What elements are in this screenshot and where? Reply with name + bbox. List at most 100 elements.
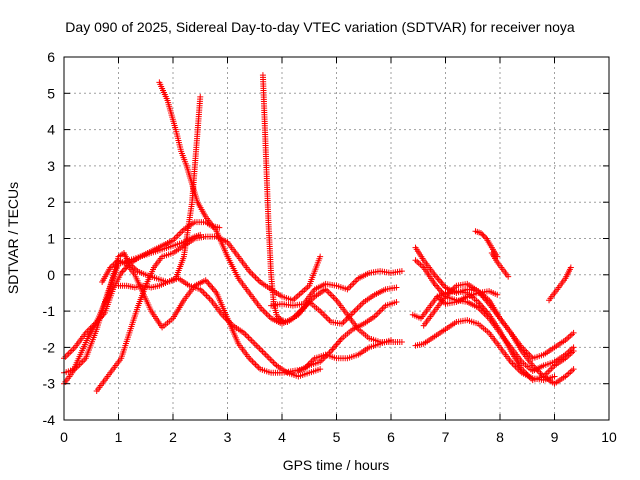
- data-point: [247, 269, 254, 276]
- y-tick-label: 0: [47, 267, 55, 283]
- x-tick-label: 1: [115, 429, 123, 445]
- data-point: [256, 345, 263, 352]
- data-point: [257, 346, 264, 353]
- data-point: [120, 266, 127, 273]
- series-arc-10: [273, 284, 400, 327]
- data-point: [359, 300, 366, 307]
- data-point: [247, 356, 254, 363]
- data-point: [247, 336, 254, 343]
- data-point: [324, 315, 331, 322]
- series-arc-05: [156, 79, 405, 345]
- data-point: [328, 348, 335, 355]
- x-axis-label: GPS time / hours: [283, 457, 390, 473]
- data-point: [267, 356, 274, 363]
- series-arc-19: [488, 250, 512, 280]
- data-point: [270, 359, 277, 366]
- data-point: [439, 281, 446, 288]
- data-point: [328, 292, 335, 299]
- data-point: [393, 299, 400, 306]
- data-point: [545, 368, 552, 375]
- data-point: [350, 280, 357, 287]
- data-point: [352, 278, 359, 285]
- data-point: [173, 234, 180, 241]
- data-point: [271, 360, 278, 367]
- data-point: [352, 306, 359, 313]
- data-point: [330, 294, 337, 301]
- data-point: [62, 353, 69, 360]
- data-point: [249, 271, 256, 278]
- data-point: [323, 352, 330, 359]
- data-point: [351, 308, 358, 315]
- data-point: [243, 332, 250, 339]
- data-point: [179, 227, 186, 234]
- series-arc-17: [434, 288, 501, 307]
- x-tick-label: 8: [496, 429, 504, 445]
- data-point: [197, 93, 204, 100]
- data-point: [317, 366, 324, 373]
- data-point: [206, 282, 213, 289]
- data-point: [252, 361, 259, 368]
- data-point: [264, 312, 271, 319]
- data-point: [543, 370, 550, 377]
- data-point: [345, 284, 352, 291]
- data-point: [340, 319, 347, 326]
- y-tick-label: 3: [47, 158, 55, 174]
- data-point: [204, 278, 211, 285]
- series-arc-15: [412, 317, 558, 384]
- data-point: [437, 278, 444, 285]
- data-point: [494, 291, 501, 298]
- data-point: [203, 292, 210, 299]
- series-arc-06: [115, 93, 204, 291]
- data-point: [327, 290, 334, 297]
- y-tick-label: 5: [47, 85, 55, 101]
- data-point: [333, 341, 340, 348]
- data-point: [548, 365, 555, 372]
- data-point: [323, 314, 330, 321]
- data-point: [254, 275, 261, 282]
- data-point: [437, 287, 444, 294]
- data-point: [250, 272, 257, 279]
- data-point: [330, 344, 337, 351]
- data-point: [356, 303, 363, 310]
- data-point: [551, 373, 558, 380]
- data-point: [337, 336, 344, 343]
- data-point: [268, 357, 275, 364]
- data-point: [210, 286, 217, 293]
- x-tick-label: 0: [60, 429, 68, 445]
- data-point: [398, 268, 405, 275]
- series-arc-16: [420, 280, 577, 387]
- data-point: [318, 309, 325, 316]
- data-point: [393, 284, 400, 291]
- data-point: [254, 363, 261, 370]
- data-series: [61, 72, 577, 394]
- data-point: [324, 287, 331, 294]
- data-point: [201, 290, 208, 297]
- x-tick-label: 9: [551, 429, 559, 445]
- data-point: [398, 338, 405, 345]
- data-point: [259, 348, 266, 355]
- data-point: [176, 231, 183, 238]
- data-point: [347, 283, 354, 290]
- data-point: [435, 276, 442, 283]
- series-arc-03: [61, 231, 204, 376]
- x-tick-label: 5: [333, 429, 341, 445]
- data-point: [320, 311, 327, 318]
- data-point: [174, 232, 181, 239]
- data-point: [317, 253, 324, 260]
- data-point: [70, 345, 77, 352]
- data-point: [477, 230, 484, 237]
- data-point: [321, 312, 328, 319]
- data-point: [332, 343, 339, 350]
- x-tick-label: 3: [224, 429, 232, 445]
- data-point: [567, 264, 574, 271]
- data-point: [570, 348, 577, 355]
- data-point: [434, 274, 441, 281]
- data-point: [206, 295, 213, 302]
- data-point: [435, 285, 442, 292]
- series-arc-11: [295, 299, 400, 374]
- data-point: [242, 331, 249, 338]
- data-point: [245, 334, 252, 341]
- data-point: [336, 338, 343, 345]
- chart-title: Day 090 of 2025, Sidereal Day-to-day VTE…: [65, 19, 575, 35]
- data-point: [480, 232, 487, 239]
